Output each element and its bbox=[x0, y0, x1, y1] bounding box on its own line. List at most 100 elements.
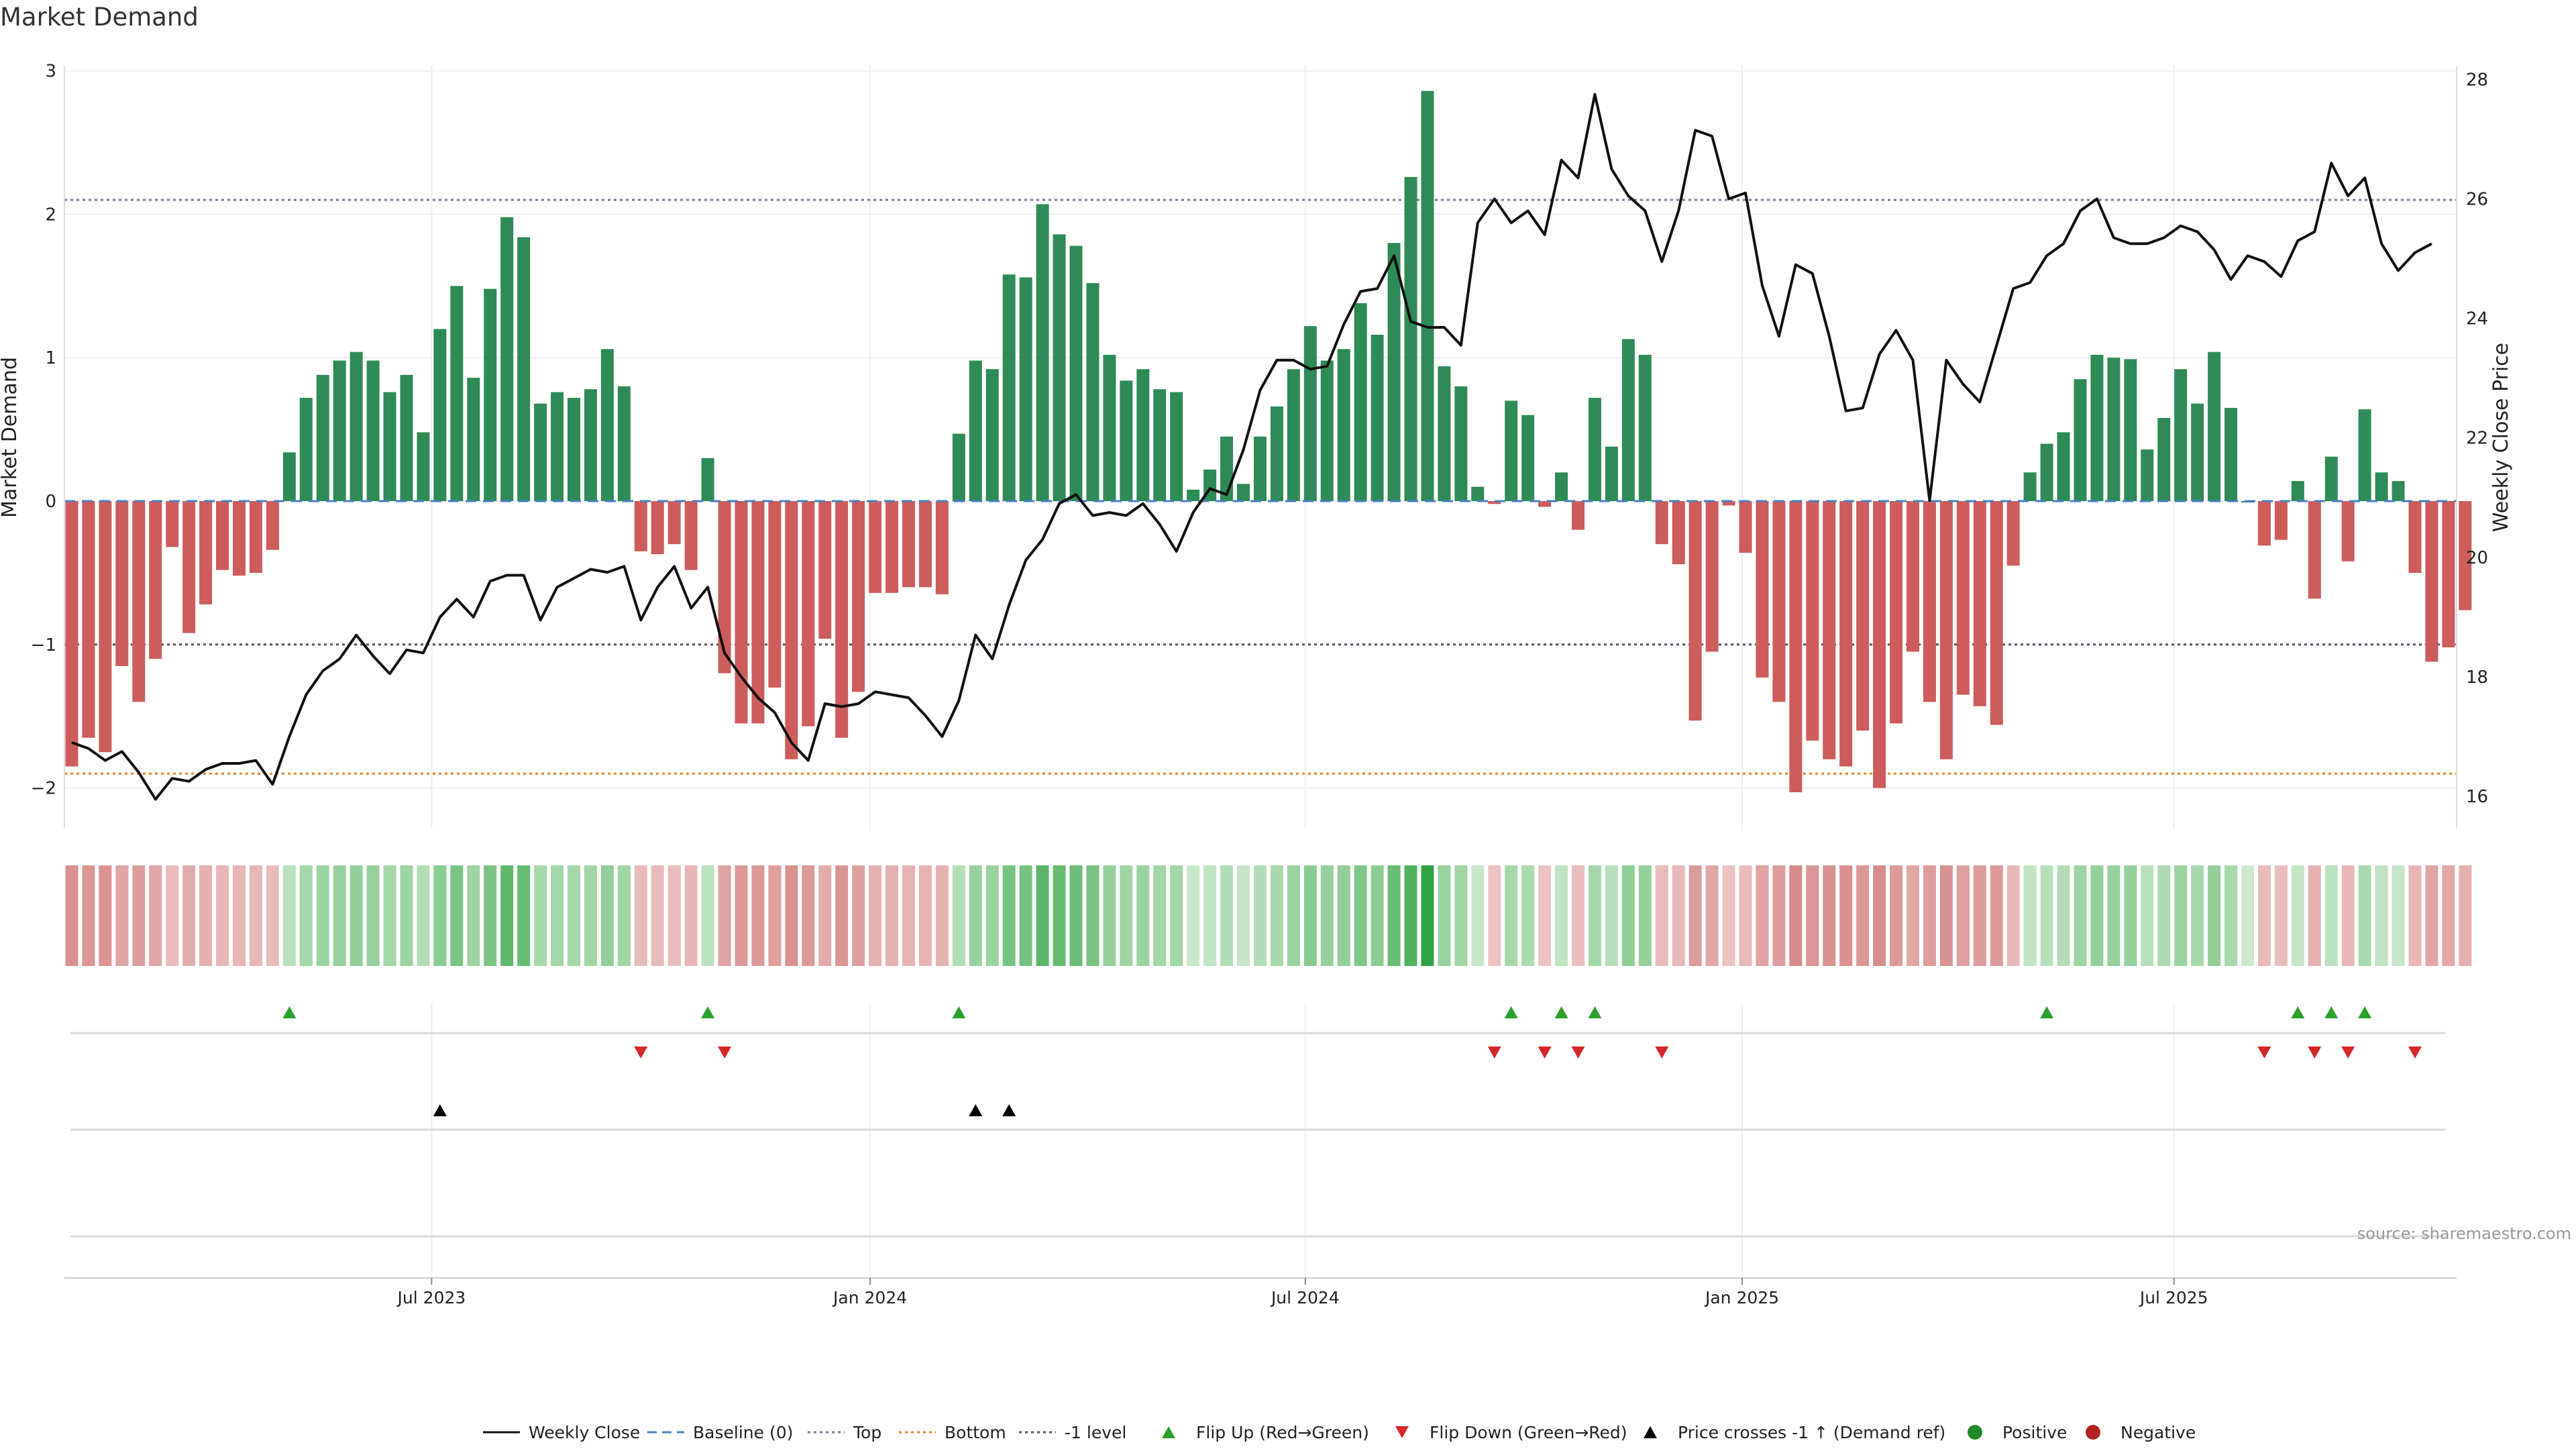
price-cross-marker bbox=[1002, 1104, 1016, 1116]
heat-cell bbox=[2392, 865, 2405, 966]
demand-bar bbox=[2107, 358, 2121, 501]
heat-cell bbox=[1588, 865, 1601, 966]
heat-cell bbox=[1923, 865, 1936, 966]
demand-bar bbox=[651, 501, 664, 555]
demand-bar bbox=[667, 501, 681, 545]
demand-bar bbox=[1772, 501, 1786, 702]
demand-bar bbox=[2040, 443, 2053, 501]
heat-cell bbox=[1471, 865, 1485, 966]
heat-cell bbox=[785, 865, 798, 966]
heat-cell bbox=[1688, 865, 1702, 966]
heat-cell bbox=[1488, 865, 1501, 966]
heat-cell bbox=[1555, 865, 1568, 966]
legend-label: Flip Up (Red→Green) bbox=[1196, 1423, 1369, 1442]
heat-cell bbox=[1136, 865, 1150, 966]
demand-bar bbox=[2324, 456, 2338, 501]
demand-bar bbox=[400, 374, 413, 501]
demand-bar bbox=[82, 501, 95, 738]
demand-bar bbox=[2090, 354, 2104, 501]
legend-label: Weekly Close bbox=[529, 1423, 640, 1442]
demand-bar bbox=[1939, 501, 1953, 759]
heat-cell bbox=[1538, 865, 1552, 966]
x-tick-label: Jul 2023 bbox=[396, 1288, 466, 1307]
grid-lines bbox=[64, 66, 2457, 1278]
demand-bar bbox=[718, 501, 731, 674]
heat-cell bbox=[1253, 865, 1267, 966]
flip-down-marker bbox=[1571, 1046, 1585, 1059]
legend-label: Top bbox=[853, 1423, 881, 1442]
x-tick-label: Jan 2025 bbox=[1704, 1288, 1779, 1307]
heat-cell bbox=[1187, 865, 1200, 966]
demand-bar bbox=[701, 458, 714, 501]
heat-cell bbox=[132, 865, 146, 966]
demand-bar bbox=[1722, 501, 1735, 506]
heat-cell bbox=[1086, 865, 1099, 966]
y-axis-right-label: Weekly Close Price bbox=[2489, 343, 2513, 532]
demand-bar bbox=[333, 360, 346, 501]
demand-bar bbox=[1739, 501, 1752, 553]
demand-bar bbox=[2341, 501, 2355, 561]
demand-bar bbox=[1521, 415, 1535, 501]
demand-bar bbox=[2224, 408, 2238, 501]
demand-bar bbox=[869, 501, 882, 593]
demand-bar bbox=[1237, 484, 1250, 501]
demand-bar bbox=[835, 501, 849, 738]
demand-bar bbox=[1371, 334, 1384, 501]
heat-cell bbox=[2341, 865, 2355, 966]
heat-cell bbox=[1990, 865, 2003, 966]
legend-swatch-triangle-down bbox=[1395, 1426, 1409, 1438]
flip-down-marker bbox=[2408, 1046, 2422, 1059]
demand-bar bbox=[450, 286, 464, 501]
heat-cell bbox=[350, 865, 363, 966]
flip-down-marker bbox=[1655, 1046, 1669, 1059]
flip-up-marker bbox=[2291, 1006, 2305, 1018]
heat-cell bbox=[2124, 865, 2137, 966]
demand-bar bbox=[2459, 501, 2472, 610]
heat-cell bbox=[2241, 865, 2254, 966]
heat-cell bbox=[1354, 865, 1367, 966]
heat-cell bbox=[1705, 865, 1719, 966]
heat-cell bbox=[82, 865, 95, 966]
heat-cell bbox=[484, 865, 497, 966]
heat-cell bbox=[651, 865, 664, 966]
demand-bar bbox=[1036, 204, 1049, 501]
y-tick-label-right: 18 bbox=[2466, 667, 2488, 688]
heat-cell bbox=[1890, 865, 1903, 966]
heat-cell bbox=[1621, 865, 1635, 966]
demand-bar bbox=[1354, 303, 1367, 501]
heat-cell bbox=[1454, 865, 1468, 966]
legend-item: Positive bbox=[1968, 1423, 2067, 1442]
demand-bar bbox=[2141, 449, 2154, 501]
demand-bar bbox=[2408, 501, 2422, 573]
heat-cell bbox=[2057, 865, 2070, 966]
demand-bar bbox=[918, 501, 932, 588]
demand-bar bbox=[282, 452, 296, 501]
heat-cell bbox=[1505, 865, 1518, 966]
demand-bar bbox=[1337, 349, 1350, 501]
heat-cell bbox=[869, 865, 882, 966]
heat-cell bbox=[1069, 865, 1083, 966]
demand-bar bbox=[1170, 392, 1183, 501]
demand-bar bbox=[1287, 369, 1300, 501]
heat-cell bbox=[1956, 865, 1970, 966]
heat-cell bbox=[1203, 865, 1217, 966]
heat-cell bbox=[266, 865, 279, 966]
heat-cell bbox=[1823, 865, 1836, 966]
demand-bar bbox=[216, 501, 229, 570]
demand-bar bbox=[1789, 501, 1803, 793]
demand-bar bbox=[2375, 472, 2388, 501]
heat-cell bbox=[1220, 865, 1234, 966]
demand-bar bbox=[1856, 501, 1870, 731]
demand-bar bbox=[1303, 326, 1317, 501]
x-tick-label: Jan 2024 bbox=[832, 1288, 907, 1307]
demand-bar bbox=[1572, 501, 1585, 530]
y-tick-label-right: 28 bbox=[2466, 70, 2488, 90]
legend-item: Bottom bbox=[899, 1423, 1006, 1442]
flip-down-marker bbox=[634, 1046, 648, 1059]
demand-bar bbox=[2174, 369, 2188, 501]
heat-cell bbox=[2157, 865, 2171, 966]
demand-bar bbox=[1103, 354, 1116, 501]
demand-bar bbox=[115, 501, 129, 666]
legend-label: Positive bbox=[2002, 1423, 2067, 1442]
heat-cell bbox=[2090, 865, 2104, 966]
